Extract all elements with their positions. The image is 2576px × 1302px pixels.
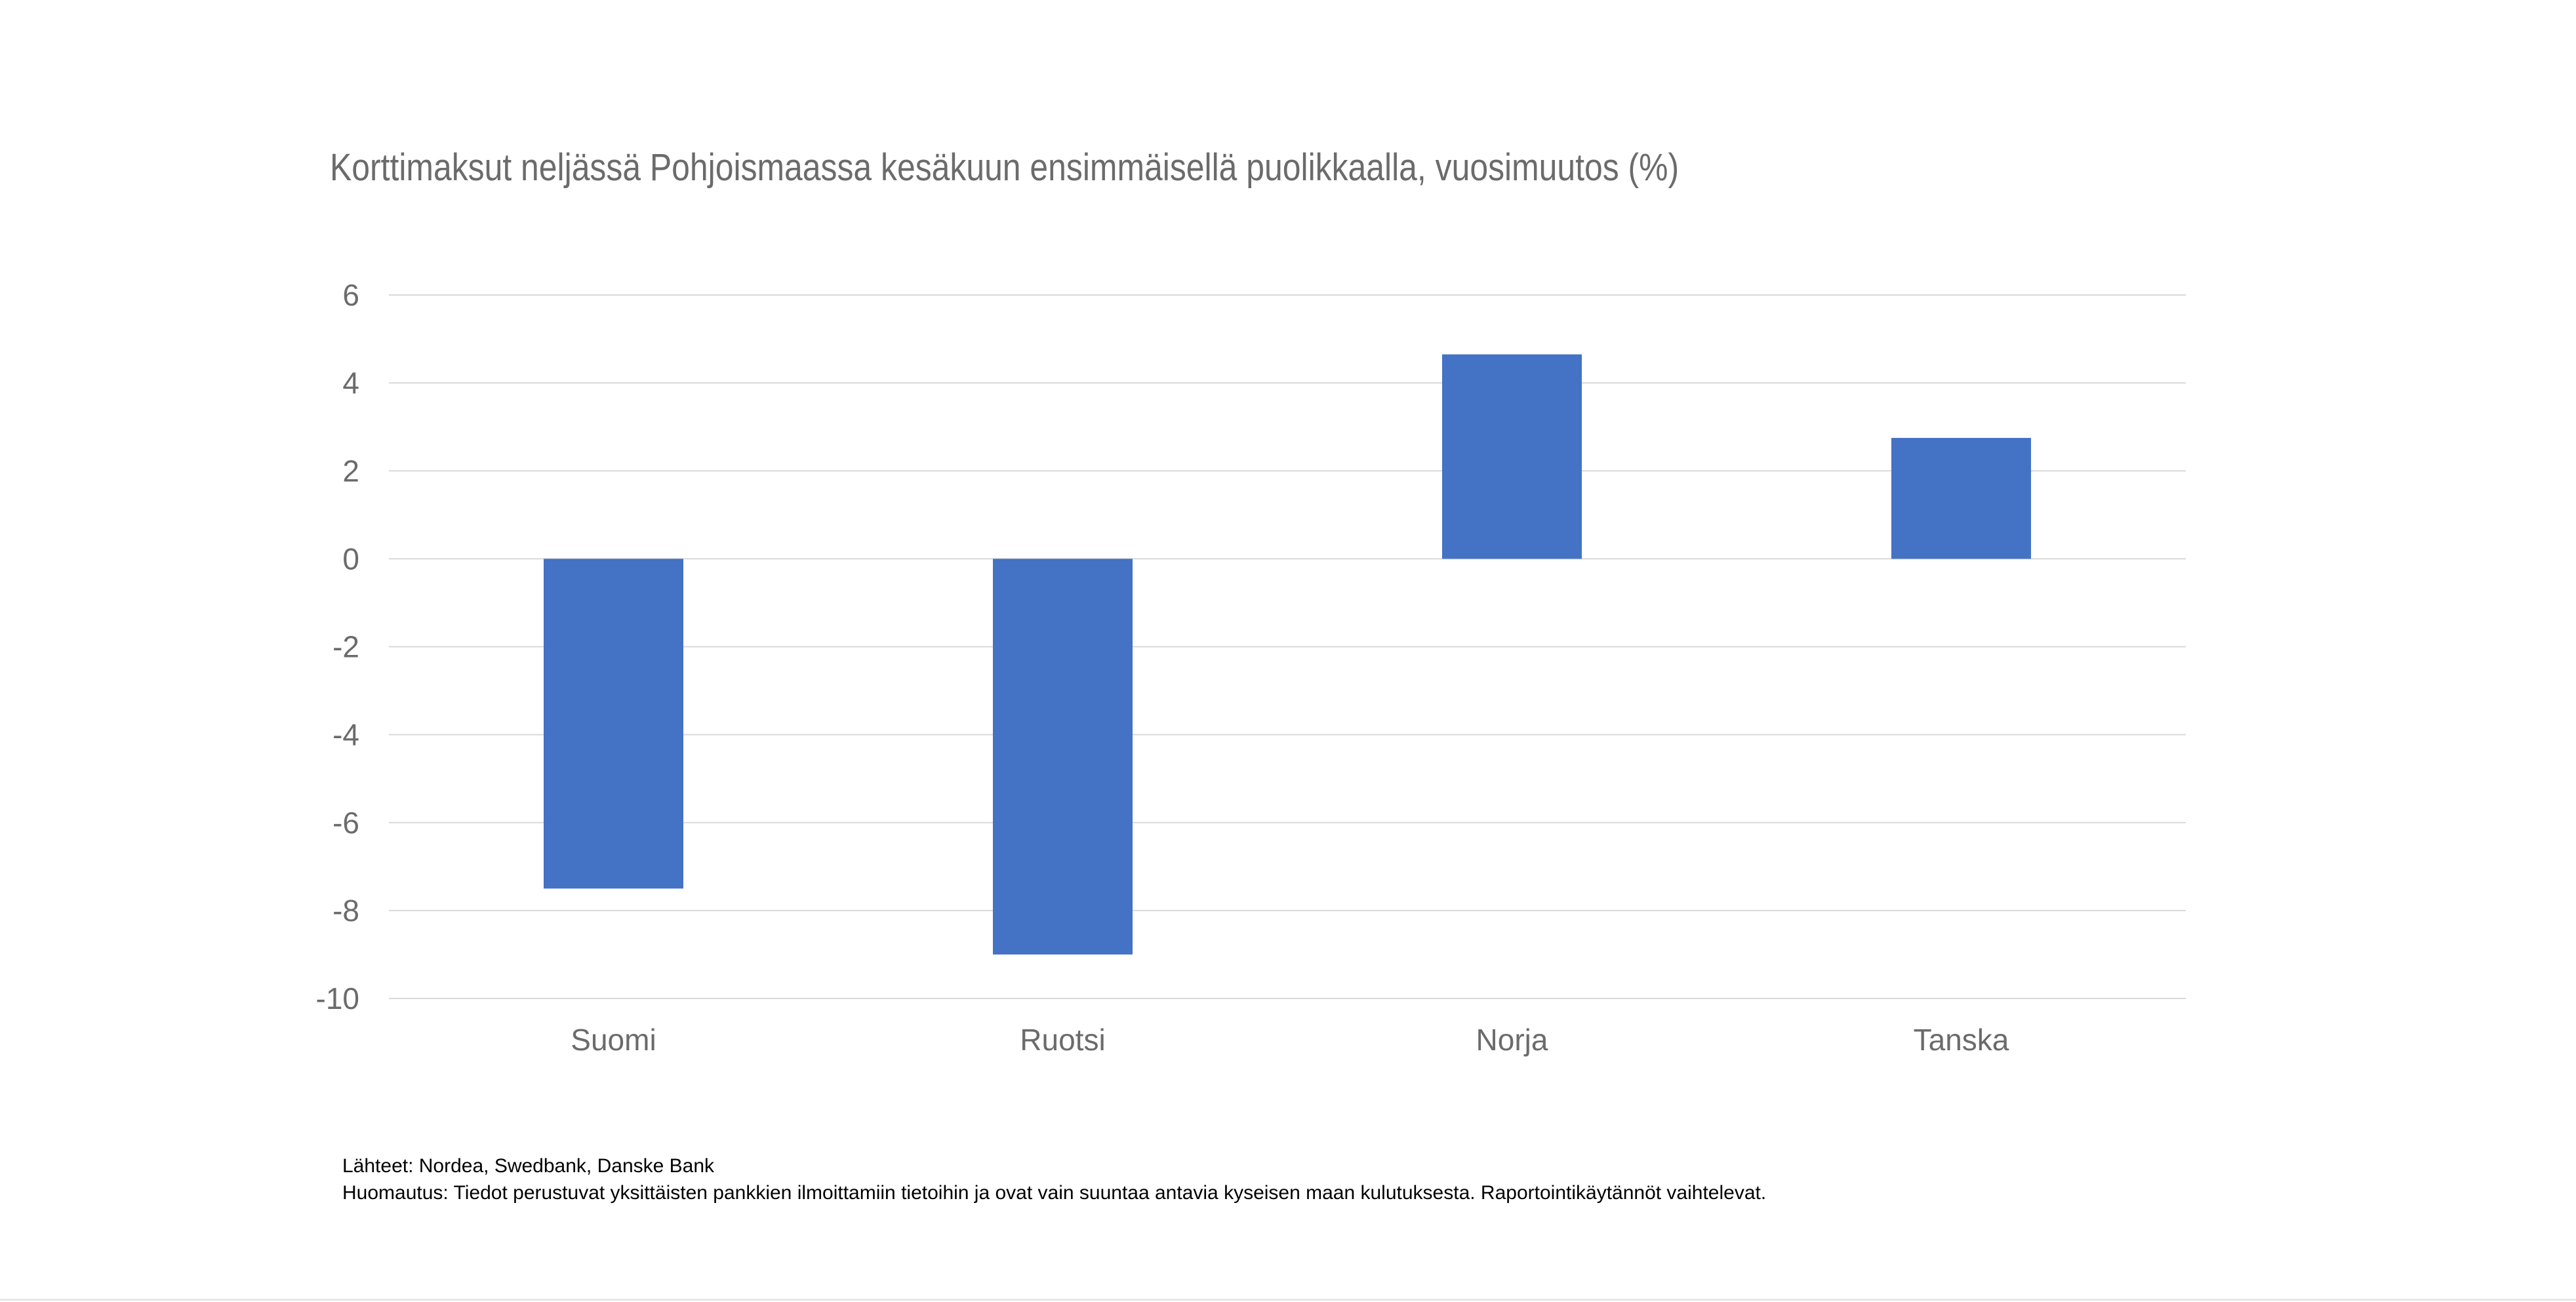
bar-chart: 6 4 2 0 -2 -4 -6 -8 -10 Suomi Ruotsi Norja Tanska bbox=[316, 278, 2186, 1057]
y-tick-label: -10 bbox=[316, 981, 359, 1016]
y-tick-label: 0 bbox=[342, 542, 359, 576]
x-category-label: Norja bbox=[1476, 1023, 1548, 1057]
x-category-label: Suomi bbox=[571, 1023, 656, 1057]
bar-ruotsi bbox=[993, 559, 1133, 955]
gridlines bbox=[389, 294, 2186, 999]
sources-note: Lähteet: Nordea, Swedbank, Danske Bank bbox=[342, 1155, 715, 1177]
bottom-divider bbox=[0, 1299, 2576, 1301]
remark-note: Huomautus: Tiedot perustuvat yksittäiste… bbox=[342, 1182, 1767, 1204]
chart-title: Korttimaksut neljässä Pohjoismaassa kesä… bbox=[330, 146, 1680, 189]
y-tick-label: -2 bbox=[332, 630, 359, 664]
bar-suomi bbox=[544, 559, 683, 889]
bar-norja bbox=[1442, 354, 1582, 559]
bar-tanska bbox=[1891, 437, 2031, 559]
y-tick-label: -4 bbox=[332, 718, 359, 752]
bars bbox=[544, 354, 2031, 955]
y-tick-label: 2 bbox=[342, 454, 359, 488]
x-axis-categories: Suomi Ruotsi Norja Tanska bbox=[571, 1023, 2009, 1057]
y-tick-label: 6 bbox=[342, 278, 359, 312]
y-axis-ticks: 6 4 2 0 -2 -4 -6 -8 -10 bbox=[316, 278, 359, 1016]
y-tick-label: -8 bbox=[332, 894, 359, 928]
y-tick-label: -6 bbox=[332, 806, 359, 840]
x-category-label: Ruotsi bbox=[1020, 1023, 1105, 1057]
y-tick-label: 4 bbox=[342, 366, 359, 400]
x-category-label: Tanska bbox=[1914, 1023, 2009, 1057]
chart-notes: Lähteet: Nordea, Swedbank, Danske Bank H… bbox=[342, 1153, 1766, 1206]
